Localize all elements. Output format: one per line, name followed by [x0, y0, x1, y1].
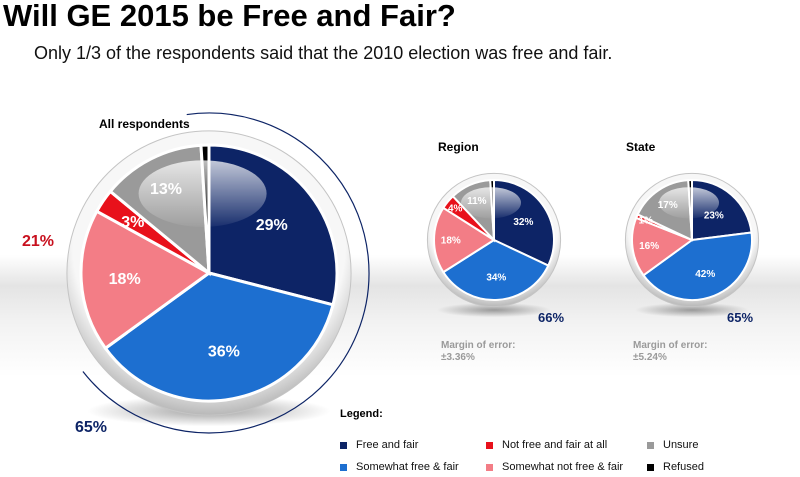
legend-item-free-and-fair: Free and fair — [340, 439, 418, 451]
slice-label: 18% — [109, 271, 141, 288]
legend-label: Somewhat not free & fair — [502, 461, 624, 473]
region-moe-label: Margin of error: — [441, 340, 516, 351]
slice-label: 18% — [441, 236, 461, 247]
state-moe-value: ±5.24% — [633, 352, 667, 363]
pie-state: State 23% 42% 16% 1% 17% 65% — [624, 140, 760, 325]
group-total: 65% — [727, 310, 753, 325]
legend-swatch — [647, 463, 654, 471]
slice-label: 32% — [513, 217, 533, 228]
slice-label: 13% — [150, 181, 182, 198]
pie-slice-somewhat-not-free-fair — [433, 206, 496, 274]
legend-item-somewhat-not-free-fair: Somewhat not free & fair — [486, 461, 623, 473]
legend-label: Unsure — [663, 439, 699, 451]
pie-slice-somewhat-not-free-fair — [79, 209, 212, 351]
pie-slice-somewhat-not-free-fair — [631, 216, 695, 277]
legend-label: Somewhat free & fair — [356, 461, 459, 473]
state-moe-label: Margin of error: — [633, 340, 708, 351]
slice-label: 17% — [658, 200, 678, 211]
pie-slice-somewhat-free-fair — [642, 231, 753, 301]
group-total: 66% — [538, 310, 564, 325]
legend-swatch — [340, 441, 347, 449]
pie-slice-somewhat-free-fair — [103, 271, 335, 403]
pie-region: Region 32% 34% 18% 4% 11% 66% — [426, 140, 564, 325]
region-margin-of-error: Margin of error: ±3.36% — [441, 340, 515, 364]
slice-label: 42% — [695, 269, 715, 280]
page-subtitle: Only 1/3 of the respondents said that th… — [34, 43, 613, 63]
pie-gloss — [138, 160, 267, 227]
legend-label: Free and fair — [356, 439, 419, 451]
legend-swatch — [647, 441, 654, 449]
slice-label: 23% — [704, 211, 724, 222]
legend-swatch — [486, 463, 493, 471]
region-moe-value: ±3.36% — [441, 352, 475, 363]
pie-title: All respondents — [99, 117, 190, 131]
positive-group-arc — [82, 112, 370, 434]
slice-label: 36% — [208, 344, 240, 361]
page-title: Will GE 2015 be Free and Fair? — [3, 0, 456, 33]
slice-label: 4% — [448, 203, 463, 214]
slice-label: 3% — [121, 214, 144, 231]
pie-title: State — [626, 140, 656, 154]
pie-title: Region — [438, 140, 479, 154]
legend-title: Legend: — [340, 408, 383, 420]
legend-swatch — [340, 463, 347, 471]
pie-gloss — [461, 187, 521, 219]
state-margin-of-error: Margin of error: ±5.24% — [633, 340, 707, 364]
legend-label: Not free and fair at all — [502, 439, 608, 451]
legend-item-refused: Refused — [647, 461, 704, 473]
pie-slice-somewhat-free-fair — [441, 238, 550, 301]
legend-item-somewhat-free-fair: Somewhat free & fair — [340, 461, 459, 473]
slice-label: 11% — [467, 196, 487, 207]
pie-shadow — [635, 302, 749, 318]
pie-gloss — [659, 187, 719, 219]
legend-item-unsure: Unsure — [647, 439, 698, 451]
slice-label: 34% — [486, 273, 506, 284]
legend-label: Refused — [663, 461, 704, 473]
slice-label: 29% — [256, 217, 288, 234]
group-total: 21% — [22, 233, 54, 250]
legend-swatch — [486, 441, 493, 449]
pie-shadow — [437, 302, 551, 318]
slice-label: 16% — [639, 241, 659, 252]
pie-all-respondents: All respondents 29% 36% 18% 3% 13% 65% 21% — [22, 112, 370, 436]
slice-label: 1% — [639, 215, 654, 226]
legend-item-not-free-fair-at-all: Not free and fair at all — [486, 439, 607, 451]
group-total: 65% — [75, 419, 107, 436]
